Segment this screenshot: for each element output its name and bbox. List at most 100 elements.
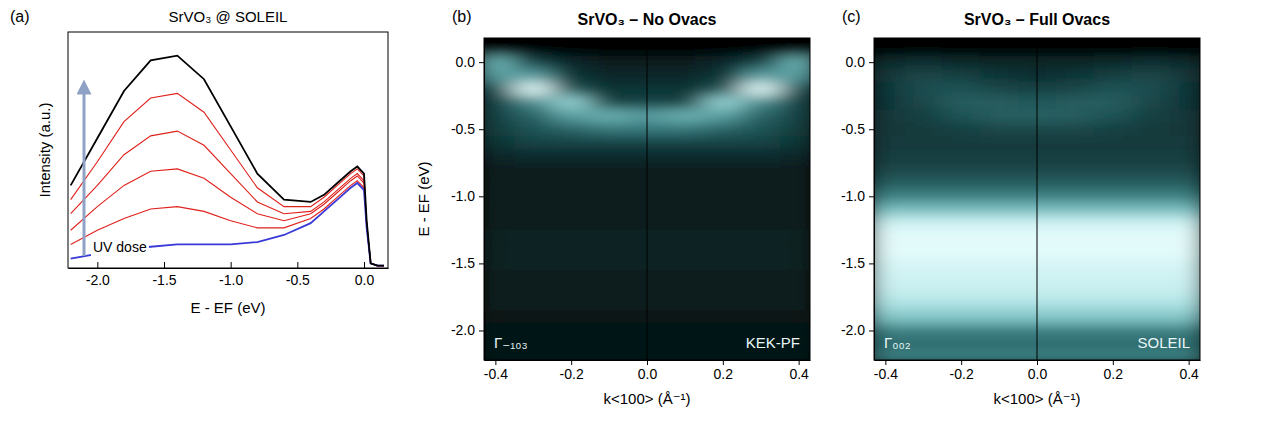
- heat-cell: [590, 42, 628, 56]
- tick: -0.4: [874, 360, 898, 382]
- heat-cell: [874, 297, 905, 311]
- heat-cell: [514, 284, 552, 298]
- heat-cell: [666, 149, 704, 163]
- heat-cell: [904, 351, 942, 360]
- x-axis-title: E - EF (eV): [190, 299, 265, 316]
- heat-cell: [1056, 96, 1094, 110]
- heat-cell: [514, 109, 552, 123]
- heat-cell: [1094, 351, 1132, 360]
- heat-cell: [874, 351, 905, 360]
- tick-label: -1.5: [841, 255, 865, 271]
- heat-cell: [742, 310, 780, 324]
- heat-cell: [552, 270, 590, 284]
- heat-cell: [704, 82, 742, 96]
- heat-cell: [552, 324, 590, 338]
- heat-cell: [1094, 297, 1132, 311]
- tick-mark: [869, 62, 874, 63]
- tick: 0.4: [1179, 360, 1199, 382]
- heat-cell: [874, 82, 905, 96]
- heat-cell: [1056, 203, 1094, 217]
- heat-cell: [1170, 257, 1200, 271]
- heat-cell: [514, 257, 552, 271]
- heat-cell: [980, 149, 1018, 163]
- heat-cell: [1094, 230, 1132, 244]
- heat-cell: [1170, 270, 1200, 284]
- tick: -1.5: [451, 255, 484, 271]
- heat-cell: [1132, 42, 1170, 56]
- heat-cell: [590, 257, 628, 271]
- heat-cell: [904, 149, 942, 163]
- tick: -2.0: [86, 262, 110, 288]
- tick-label: -0.5: [451, 121, 475, 137]
- heat-cell: [666, 163, 704, 177]
- heat-cell: [1132, 230, 1170, 244]
- heat-cell: [904, 243, 942, 257]
- tick-label: 0.0: [456, 54, 476, 70]
- tick-label: -1.0: [841, 188, 865, 204]
- annotation: UV dose: [93, 239, 147, 255]
- tick: 0.2: [714, 360, 734, 382]
- heat-cell: [666, 216, 704, 230]
- heat-cell: [780, 163, 810, 177]
- heat-cell: [1094, 136, 1132, 150]
- heat-cell: [904, 69, 942, 83]
- heat-cell: [1132, 351, 1170, 360]
- heat-cell: [980, 82, 1018, 96]
- heat-cell: [1132, 109, 1170, 123]
- heat-cell: [666, 42, 704, 56]
- heat-cell: [742, 123, 780, 137]
- heat-cell: [1094, 203, 1132, 217]
- heat-cell: [552, 284, 590, 298]
- heat-cell: [980, 123, 1018, 137]
- heat-cell: [704, 297, 742, 311]
- heat-cell: [552, 69, 590, 83]
- heat-cell: [742, 270, 780, 284]
- tick-mark: [799, 360, 800, 365]
- heat-cell: [1056, 149, 1094, 163]
- heat-cell: [742, 96, 780, 110]
- tick: -0.5: [451, 121, 484, 137]
- heat-cell: [874, 109, 905, 123]
- heat-cell: [666, 337, 704, 351]
- heat-cell: [904, 176, 942, 190]
- heat-cell: [942, 337, 980, 351]
- heat-cell: [874, 243, 905, 257]
- tick-mark: [231, 262, 232, 268]
- tick-mark: [479, 62, 484, 63]
- heat-cell: [780, 96, 810, 110]
- plot-area: [874, 38, 1200, 360]
- heat-cell: [590, 297, 628, 311]
- heat-cell: [980, 109, 1018, 123]
- heat-cell: [552, 163, 590, 177]
- heat-cell: [704, 123, 742, 137]
- series-line: [71, 183, 384, 266]
- heat-cell: [1056, 136, 1094, 150]
- tick-mark: [869, 129, 874, 130]
- label-patch: [91, 238, 149, 256]
- heat-cell: [980, 163, 1018, 177]
- tick-mark: [297, 262, 298, 268]
- heat-cell: [742, 216, 780, 230]
- heat-cell: [780, 190, 810, 204]
- heat-cell: [1170, 123, 1200, 137]
- tick-label: 0.4: [789, 366, 809, 382]
- heat-cell: [1132, 136, 1170, 150]
- plot-frame: [874, 38, 1200, 360]
- tick-mark: [869, 330, 874, 331]
- heat-cell: [980, 230, 1018, 244]
- heat-cell: [1094, 109, 1132, 123]
- heat-cell: [666, 270, 704, 284]
- heat-cell: [552, 109, 590, 123]
- heat-cell: [1132, 297, 1170, 311]
- panel: -2.0-1.5-1.0-0.50.0SrVO₃ @ SOLEILE - EF …: [36, 8, 389, 316]
- tick: -0.5: [286, 262, 310, 288]
- heat-cell: [484, 270, 515, 284]
- heat-cell: [1170, 203, 1200, 217]
- heat-cell: [1170, 216, 1200, 230]
- heat-cell: [942, 96, 980, 110]
- heat-cell: [780, 297, 810, 311]
- heat-cell: [590, 163, 628, 177]
- heat-cell: [942, 136, 980, 150]
- tick-label: 0.0: [1028, 366, 1048, 382]
- heat-cell: [874, 69, 905, 83]
